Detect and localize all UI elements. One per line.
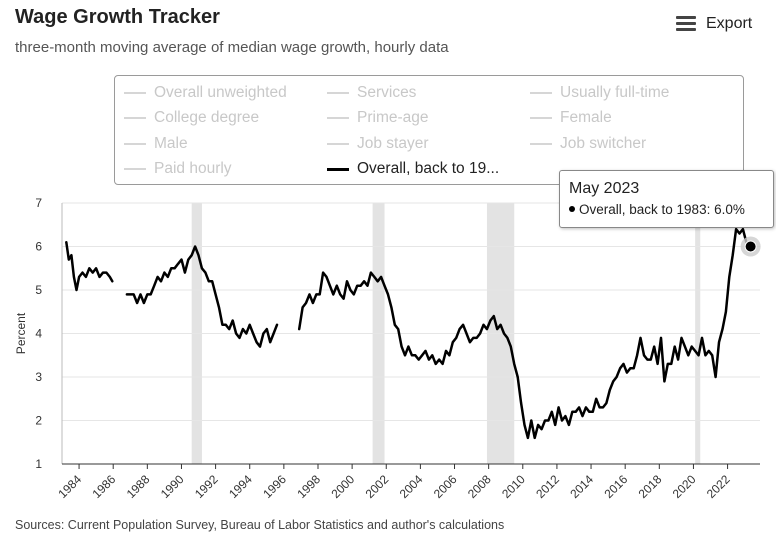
tooltip-value-line: Overall, back to 1983: 6.0% [569, 202, 745, 217]
export-label: Export [706, 15, 753, 32]
x-tick-label: 1998 [294, 472, 323, 501]
y-tick-label: 1 [35, 457, 42, 471]
y-tick-label: 6 [35, 240, 42, 254]
y-tick-label: 3 [35, 370, 42, 384]
x-tick-label: 1984 [55, 472, 84, 501]
x-tick-label: 2004 [397, 472, 426, 501]
legend-swatch [530, 92, 552, 94]
legend-item-college-degree[interactable]: College degree [124, 107, 259, 129]
legend-label: Female [560, 109, 612, 126]
legend-item-male[interactable]: Male [124, 133, 188, 155]
legend-item-female[interactable]: Female [530, 107, 612, 129]
source-note: Sources: Current Population Survey, Bure… [15, 518, 505, 532]
tooltip-value: 6.0% [714, 202, 745, 217]
tooltip-series-dot [569, 206, 575, 212]
legend-label: Male [154, 135, 188, 152]
x-tick-label: 1994 [226, 472, 255, 501]
y-tick-label: 5 [35, 283, 42, 297]
series-line-segment [297, 227, 752, 440]
legend-swatch [327, 143, 349, 145]
x-tick-label: 2020 [670, 472, 699, 501]
y-tick-label: 7 [35, 196, 42, 210]
x-tick-label: 2006 [431, 472, 460, 501]
page-subtitle: three-month moving average of median wag… [15, 39, 449, 56]
x-tick-label: 2018 [636, 472, 665, 501]
legend-swatch [530, 117, 552, 119]
legend-label: Job switcher [560, 135, 647, 152]
tooltip-series-label: Overall, back to 1983: [579, 202, 711, 217]
x-tick-label: 1990 [158, 472, 187, 501]
series-line-segment [65, 240, 114, 292]
x-tick-label: 2012 [533, 472, 562, 501]
x-tick-label: 1996 [260, 472, 289, 501]
legend-swatch [124, 92, 146, 94]
legend-item-paid-hourly[interactable]: Paid hourly [124, 158, 232, 180]
legend-swatch [124, 143, 146, 145]
legend-swatch [327, 117, 349, 119]
page-title: Wage Growth Tracker [15, 6, 220, 28]
export-button[interactable]: Export [676, 12, 752, 36]
legend-item-job-switcher[interactable]: Job switcher [530, 133, 646, 155]
x-tick-label: 2000 [328, 472, 357, 501]
x-tick-label: 2016 [602, 472, 631, 501]
x-tick-label: 2014 [567, 472, 596, 501]
x-tick-label: 1986 [90, 472, 119, 501]
tooltip-title: May 2023 [569, 180, 640, 197]
highlight-point [744, 240, 757, 253]
legend-label: Usually full-time [560, 84, 670, 101]
legend-swatch [124, 117, 146, 119]
x-tick-label: 1992 [192, 472, 221, 501]
chart-tooltip: May 2023 Overall, back to 1983: 6.0% [559, 170, 774, 228]
legend-item-overall-unweighted[interactable]: Overall unweighted [124, 82, 287, 104]
y-tick-label: 2 [35, 414, 42, 428]
series-line-segment [125, 245, 279, 348]
chart-legend: Overall unweighted Services Usually full… [114, 75, 744, 185]
legend-item-usually-full-time[interactable]: Usually full-time [530, 82, 669, 104]
legend-item-prime-age[interactable]: Prime-age [327, 107, 429, 129]
legend-label: Paid hourly [154, 160, 232, 177]
legend-swatch [327, 92, 349, 94]
legend-label: Services [357, 84, 417, 101]
legend-swatch [530, 143, 552, 145]
hamburger-menu-icon [676, 16, 696, 32]
legend-swatch [327, 167, 349, 171]
legend-item-overall-back-to-1983[interactable]: Overall, back to 19... [327, 158, 499, 180]
legend-swatch [124, 168, 146, 170]
x-tick-label: 2010 [499, 472, 528, 501]
x-tick-label: 2008 [465, 472, 494, 501]
x-tick-label: 2022 [704, 472, 733, 501]
legend-label: Overall, back to 19... [357, 160, 500, 177]
x-tick-label: 2002 [363, 472, 392, 501]
legend-label: College degree [154, 109, 260, 126]
legend-item-job-stayer[interactable]: Job stayer [327, 133, 429, 155]
x-tick-label: 1988 [124, 472, 153, 501]
y-tick-label: 4 [35, 327, 42, 341]
legend-item-services[interactable]: Services [327, 82, 416, 104]
legend-label: Prime-age [357, 109, 429, 126]
legend-label: Job stayer [357, 135, 429, 152]
y-axis-label: Percent [14, 312, 28, 354]
legend-label: Overall unweighted [154, 84, 287, 101]
